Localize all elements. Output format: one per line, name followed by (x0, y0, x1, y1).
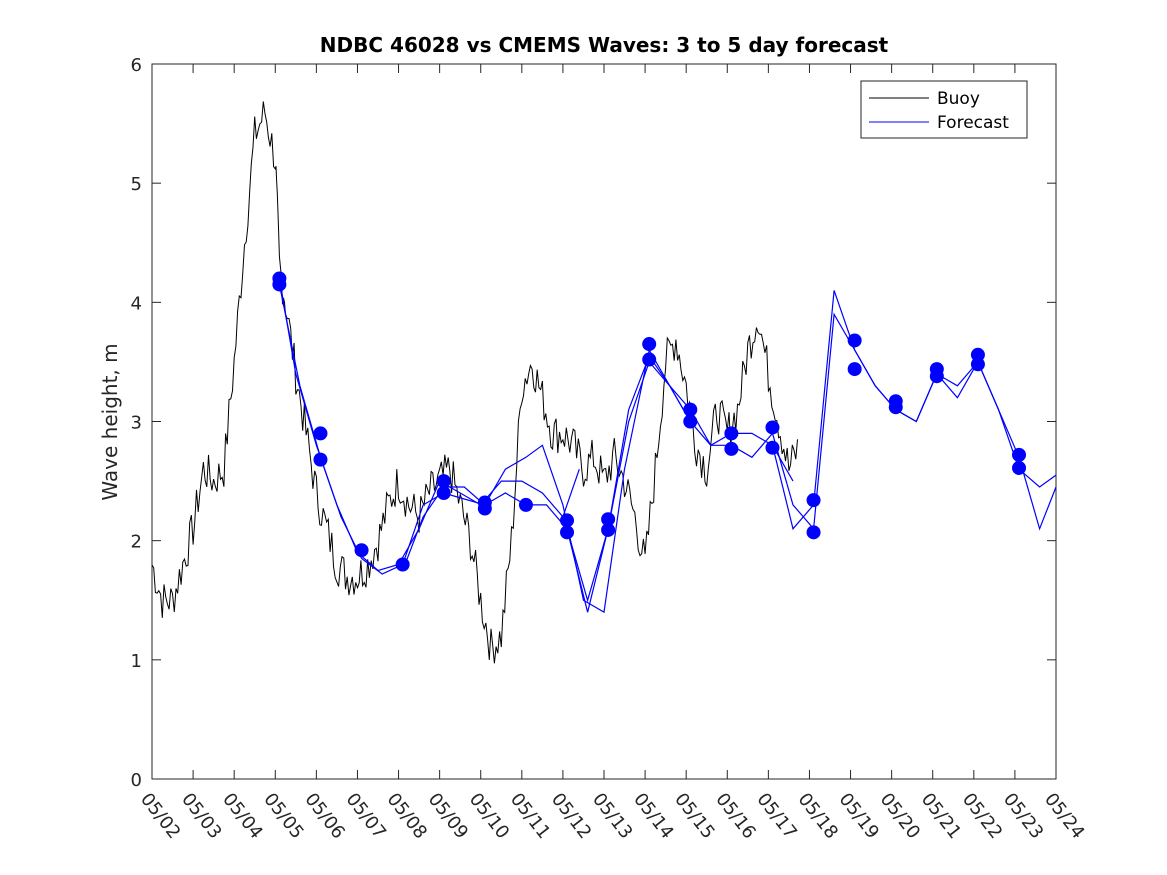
forecast-point (601, 522, 616, 537)
forecast-point (847, 362, 862, 377)
forecast-point (313, 452, 328, 467)
forecast-point (395, 557, 410, 572)
legend-forecast-label: Forecast (937, 113, 1009, 133)
forecast-point (765, 420, 780, 435)
y-tick-label: 1 (131, 651, 142, 672)
forecast-point (601, 512, 616, 527)
forecast-point (929, 369, 944, 384)
forecast-line (771, 290, 1057, 531)
forecast-point (724, 426, 739, 441)
plot-area (151, 63, 1057, 780)
chart-title: NDBC 46028 vs CMEMS Waves: 3 to 5 day fo… (320, 33, 889, 57)
forecast-point (313, 426, 328, 441)
forecast-point (642, 352, 657, 367)
forecast-point (970, 357, 985, 372)
forecast-point (847, 333, 862, 348)
forecast-point (1012, 447, 1027, 462)
legend-box (860, 80, 1028, 139)
forecast-point (272, 277, 287, 292)
forecast-point (724, 441, 739, 456)
forecast-point (436, 474, 451, 489)
forecast-point (683, 414, 698, 429)
forecast-point (436, 486, 451, 500)
y-tick-label: 5 (131, 174, 142, 195)
y-axis-label: Wave height, m (98, 343, 122, 500)
forecast-point (806, 493, 821, 508)
forecast-point (765, 440, 780, 455)
forecast-point (1012, 460, 1027, 475)
forecast-point (560, 525, 575, 540)
y-tick-label: 6 (131, 55, 142, 76)
legend: Buoy Forecast (860, 80, 1028, 139)
y-tick-label: 2 (131, 532, 142, 553)
forecast-point (560, 513, 575, 528)
y-tick-label: 0 (131, 770, 142, 791)
forecast-point (642, 337, 657, 352)
forecast-point (477, 501, 492, 516)
y-tick-label: 3 (131, 413, 142, 434)
legend-buoy-label: Buoy (937, 89, 980, 109)
forecast-point (354, 543, 369, 558)
forecast-point (518, 497, 533, 512)
y-tick-label: 4 (131, 293, 142, 314)
forecast-point (806, 525, 821, 540)
forecast-point (683, 402, 698, 417)
forecast-point (888, 400, 903, 415)
